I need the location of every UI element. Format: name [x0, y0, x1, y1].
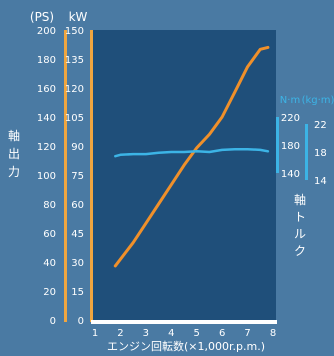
x-tick-label: 4 [168, 328, 174, 339]
x-tick-label: 5 [194, 328, 200, 339]
ps-tick-label: 200 [37, 26, 56, 37]
ps-tick-label: 160 [37, 84, 56, 95]
ps-tick-label: 20 [43, 287, 56, 298]
kw-unit-label: kW [69, 10, 88, 24]
x-tick-label: 3 [143, 328, 149, 339]
torque-curve [114, 147, 270, 158]
kw-tick-label: 135 [65, 55, 84, 66]
power-curve [113, 45, 270, 268]
x-axis-bar [91, 320, 277, 324]
kw-tick-label: 15 [71, 287, 84, 298]
ps-tick-label: 0 [50, 316, 56, 327]
kgm-axis-bar [305, 124, 308, 180]
x-tick-label: 6 [219, 328, 225, 339]
ps-tick-label: 100 [37, 171, 56, 182]
kw-tick-label: 30 [71, 258, 84, 269]
right-axis-title-char: 軸 [294, 193, 306, 207]
right-axis-title-char: ク [294, 244, 306, 258]
ps-tick-label: 40 [43, 258, 56, 269]
nm-axis-bar [276, 117, 279, 173]
nm-unit-label: N·m [280, 95, 300, 106]
x-tick-label: 8 [270, 328, 276, 339]
nm-tick-label: 180 [281, 141, 300, 152]
nm-tick-label: 140 [281, 169, 300, 180]
ps-tick-label: 60 [43, 229, 56, 240]
kw-tick-label: 90 [71, 142, 84, 153]
nm-tick-label: 220 [281, 113, 300, 124]
kgm-tick-label: 22 [314, 120, 327, 131]
ps-unit-label: (PS) [30, 10, 54, 24]
ps-tick-label: 120 [37, 142, 56, 153]
kw-tick-label: 150 [65, 26, 84, 37]
kgm-tick-label: 14 [314, 176, 327, 187]
kgm-unit-label: (kg·m) [302, 95, 334, 106]
ps-axis-bar [64, 30, 67, 322]
kw-tick-label: 60 [71, 200, 84, 211]
kw-tick-label: 105 [65, 113, 84, 124]
kw-axis-bar [90, 30, 93, 322]
ps-tick-label: 80 [43, 200, 56, 211]
x-tick-label: 7 [244, 328, 250, 339]
ps-tick-label: 180 [37, 55, 56, 66]
kw-tick-label: 45 [71, 229, 84, 240]
right-axis-title-char: ル [294, 227, 306, 241]
plot-area [92, 30, 276, 322]
kw-tick-label: 120 [65, 84, 84, 95]
left-axis-title-char: 力 [8, 165, 20, 179]
left-axis-title-char: 出 [8, 147, 20, 161]
kgm-tick-label: 18 [314, 148, 327, 159]
kw-tick-label: 0 [78, 316, 84, 327]
x-axis-title: エンジン回転数(×1,000r.p.m.) [107, 340, 265, 353]
right-axis-title-char: ト [294, 210, 306, 224]
x-tick-label: 1 [92, 328, 98, 339]
kw-tick-label: 75 [71, 171, 84, 182]
ps-tick-label: 140 [37, 113, 56, 124]
left-axis-title-char: 軸 [8, 129, 20, 143]
x-tick-label: 2 [117, 328, 123, 339]
